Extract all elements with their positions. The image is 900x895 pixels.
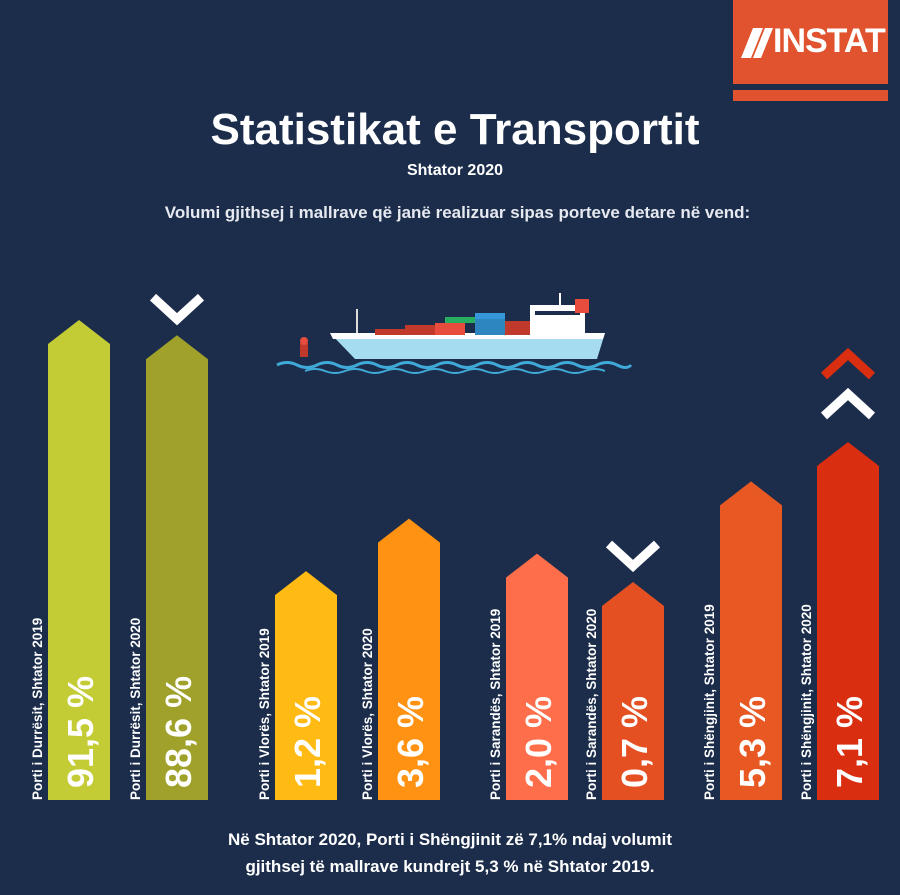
trend-down-icon — [605, 540, 661, 573]
bar-2: 88,6 % Porti i Durrësit, Shtator 2020 — [128, 293, 208, 800]
page-title: Statistikat e Transportit — [210, 105, 700, 154]
bar-value-label: 5,3 % — [732, 696, 773, 788]
bar-value-label: 2,0 % — [518, 696, 559, 788]
bar-1: 91,5 % Porti i Durrësit, Shtator 2019 — [30, 320, 110, 800]
bar-shape — [146, 335, 208, 800]
trend-up-icon-secondary — [820, 347, 876, 380]
bar-shape — [720, 481, 782, 800]
chart-heading: Volumi gjithsej i mallrave që janë reali… — [164, 203, 751, 222]
bar-category-label: Porti i Sarandës, Shtator 2019 — [488, 609, 503, 800]
cargo-ship-icon — [276, 293, 633, 374]
instat-logo: INSTAT — [733, 0, 888, 101]
bar-shape — [817, 442, 879, 800]
trend-down-icon — [149, 293, 205, 326]
bar-6: 0,7 % Porti i Sarandës, Shtator 2020 — [584, 540, 664, 800]
bar-value-label: 0,7 % — [614, 696, 655, 788]
bar-value-label: 3,6 % — [390, 696, 431, 788]
bar-value-label: 7,1 % — [829, 696, 870, 788]
bar-value-label: 91,5 % — [60, 676, 101, 788]
logo-underline — [733, 90, 888, 101]
bar-shape — [602, 582, 664, 800]
bar-shape — [275, 571, 337, 800]
bar-7: 5,3 % Porti i Shëngjinit, Shtator 2019 — [702, 481, 782, 800]
bar-category-label: Porti i Shëngjinit, Shtator 2020 — [799, 604, 814, 800]
bar-category-label: Porti i Vlorës, Shtator 2019 — [257, 628, 272, 800]
bar-3: 1,2 % Porti i Vlorës, Shtator 2019 — [257, 571, 337, 800]
bar-value-label: 88,6 % — [158, 676, 199, 788]
page-subtitle: Shtator 2020 — [406, 162, 504, 179]
bar-8: 7,1 % Porti i Shëngjinit, Shtator 2020 — [799, 347, 879, 800]
bar-category-label: Porti i Shëngjinit, Shtator 2019 — [702, 604, 717, 800]
footer-note: Në Shtator 2020, Porti i Shëngjinit zë 7… — [0, 826, 900, 880]
logo-text: INSTAT — [773, 22, 886, 60]
footer-line-1: Në Shtator 2020, Porti i Shëngjinit zë 7… — [228, 830, 672, 849]
logo-stripes-icon — [741, 28, 773, 58]
logo-box — [733, 0, 888, 84]
bar-category-label: Porti i Sarandës, Shtator 2020 — [584, 609, 599, 800]
bar-shape — [378, 518, 440, 800]
bar-category-label: Porti i Durrësit, Shtator 2020 — [128, 618, 143, 800]
bar-category-label: Porti i Vlorës, Shtator 2020 — [360, 628, 375, 800]
bar-shape — [506, 553, 568, 800]
bar-category-label: Porti i Durrësit, Shtator 2019 — [30, 618, 45, 800]
bar-4: 3,6 % Porti i Vlorës, Shtator 2020 — [360, 518, 440, 800]
bar-shape — [48, 320, 110, 800]
bar-value-label: 1,2 % — [287, 696, 328, 788]
footer-line-2: gjithsej të mallrave kundrejt 5,3 % në S… — [245, 857, 655, 876]
bar-5: 2,0 % Porti i Sarandës, Shtator 2019 — [488, 553, 568, 800]
trend-up-icon — [820, 387, 876, 420]
